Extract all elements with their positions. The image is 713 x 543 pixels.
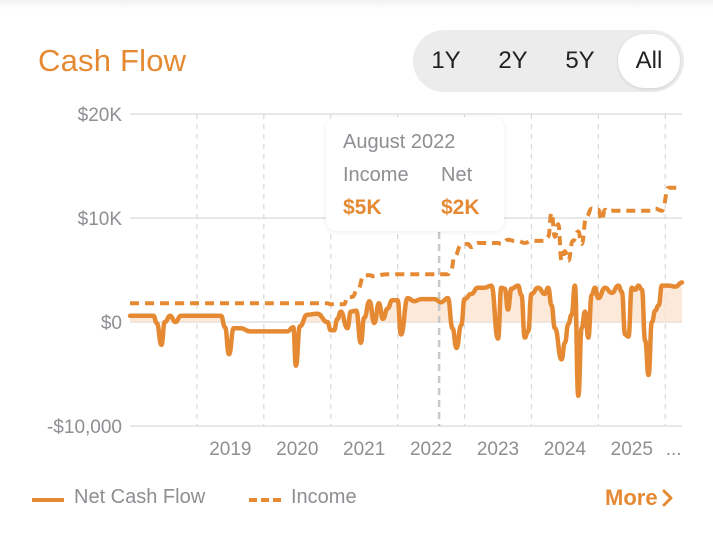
y-tick-label: $10K xyxy=(78,209,123,230)
top-edge-shadow xyxy=(0,0,713,10)
cash-flow-chart[interactable]: $20K $10K $0 -$10,000 2019 2020 2021 2022 2023 20… xyxy=(0,0,713,480)
tooltip-income-value: $5K xyxy=(343,196,382,219)
legend-solid-swatch xyxy=(32,498,64,502)
tooltip-net-value: $2K xyxy=(441,196,480,219)
chart-tooltip: August 2022 Income Net $5K $2K xyxy=(326,117,504,231)
tooltip-date: August 2022 xyxy=(343,131,456,153)
range-selector: 1Y 2Y 5Y All xyxy=(413,30,684,92)
income-series-line xyxy=(129,185,682,307)
x-tick-label: 2022 xyxy=(410,439,452,460)
legend-dashed-swatch xyxy=(249,498,281,502)
x-tick-label: 2019 xyxy=(209,439,251,460)
range-2y-button[interactable]: 2Y xyxy=(498,47,528,74)
x-tick-label: ... xyxy=(666,439,682,460)
y-tick-label: -$10,000 xyxy=(47,417,122,438)
legend-label-income: Income xyxy=(291,486,357,508)
y-tick-label: $20K xyxy=(78,105,123,126)
y-tick-label: $0 xyxy=(101,313,122,334)
x-tick-label: 2021 xyxy=(343,439,385,460)
range-all-button[interactable]: All xyxy=(618,34,680,88)
page-title: Cash Flow xyxy=(38,43,187,78)
tooltip-income-label: Income xyxy=(343,164,409,186)
range-1y-button[interactable]: 1Y xyxy=(431,47,461,74)
x-tick-label: 2020 xyxy=(276,439,318,460)
x-tick-label: 2024 xyxy=(544,439,587,460)
x-tick-label: 2023 xyxy=(477,439,519,460)
chevron-right-icon xyxy=(662,489,673,507)
net-cash-flow-series-line xyxy=(127,280,685,399)
tooltip-net-label: Net xyxy=(441,164,473,186)
more-label: More xyxy=(605,485,658,510)
range-5y-button[interactable]: 5Y xyxy=(565,47,595,74)
more-link[interactable]: More xyxy=(605,485,674,511)
x-tick-label: 2025 xyxy=(611,439,653,460)
legend-label-net: Net Cash Flow xyxy=(74,486,206,508)
